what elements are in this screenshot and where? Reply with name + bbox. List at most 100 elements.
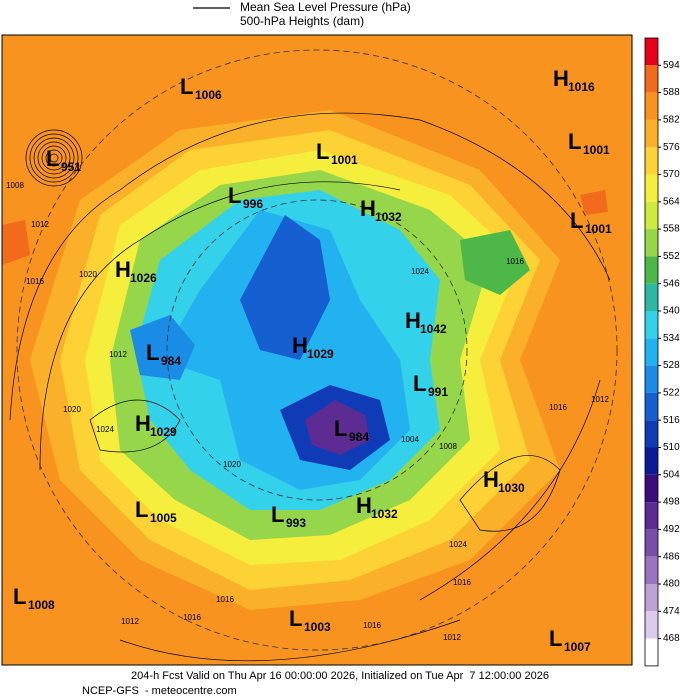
colorbar-tick-label: 528 [663, 360, 680, 371]
isobar [119, 619, 461, 662]
isobar [33, 137, 75, 179]
colorbar-tick-label: 588 [663, 87, 680, 98]
colorbar-cell [645, 119, 658, 148]
isobar-label: 1012 [109, 350, 127, 359]
center-letter: L [146, 340, 159, 365]
center-value: 1001 [583, 143, 610, 157]
isobar-label: 1012 [443, 633, 461, 642]
colorbar-tick-label: 522 [663, 388, 680, 399]
center-value: 1007 [564, 640, 591, 654]
colorbar-tick-label: 498 [663, 497, 680, 508]
isobar-label: 1020 [63, 405, 81, 414]
isobar-label: 1016 [549, 403, 567, 412]
center-letter: L [271, 502, 284, 527]
colorbar-tick-label: 534 [663, 333, 680, 344]
isobar-label: 1024 [449, 540, 467, 549]
isobar-label: 1008 [439, 442, 457, 451]
colorbar-tick-label: 474 [663, 606, 680, 617]
isobar [419, 379, 601, 601]
colorbar-tick-label: 516 [663, 415, 680, 426]
center-letter: L [13, 584, 26, 609]
isobar [45, 149, 63, 167]
isobar-label: 1020 [223, 460, 241, 469]
legend-line-label: Mean Sea Level Pressure (hPa) [240, 0, 411, 14]
center-letter: L [289, 606, 302, 631]
center-letter: L [549, 626, 562, 651]
height-fill [460, 230, 530, 295]
center-letter: L [413, 371, 426, 396]
latitude-circle [166, 199, 468, 501]
center-value: 1032 [375, 210, 402, 224]
colorbar-frame [644, 37, 659, 667]
colorbar-cell [645, 447, 658, 475]
isobar [89, 399, 181, 453]
colorbar-tick-label: 570 [663, 169, 680, 180]
center-value: 1029 [307, 347, 334, 361]
colorbar-tick-label: 510 [663, 442, 680, 453]
colorbar-cell [645, 338, 658, 366]
center-letter: L [180, 74, 193, 99]
center-letter: H [483, 467, 499, 492]
isobar [25, 129, 83, 187]
center-letter: H [356, 493, 372, 518]
colorbar-cell [645, 502, 658, 530]
center-value: 1026 [130, 271, 157, 285]
center-letter: H [135, 411, 151, 436]
center-letter: L [316, 139, 329, 164]
colorbar-cell [645, 174, 658, 202]
colorbar-tick-label: 468 [663, 633, 680, 644]
colorbar-cell [645, 201, 658, 230]
colorbar-tick-label: 552 [663, 251, 680, 262]
center-value: 1006 [195, 88, 222, 102]
colorbar-cell [645, 311, 658, 339]
center-letter: L [46, 146, 59, 171]
colorbar-cell [645, 474, 658, 503]
isobar-label: 1016 [216, 595, 234, 604]
colorbar-tick-label: 492 [663, 524, 680, 535]
center-value: 993 [286, 516, 306, 530]
colorbar-cell [645, 584, 658, 612]
center-value: 1003 [304, 620, 331, 634]
isobar-label: 1008 [6, 181, 24, 190]
isobar-label: 1016 [453, 578, 471, 587]
center-value: 1042 [420, 322, 447, 336]
center-letter: H [292, 333, 308, 358]
footer-line1: 204-h Fcst Valid on Thu Apr 16 00:00:00 … [131, 670, 549, 682]
colorbar-tick-label: 564 [663, 196, 680, 207]
isobar [459, 455, 561, 532]
isobar-label: 1024 [96, 425, 114, 434]
colorbar-cell [645, 611, 658, 639]
colorbar-tick-label: 582 [663, 115, 680, 126]
colorbar-cell [645, 420, 658, 448]
isobar-label: 1016 [363, 621, 381, 630]
map-frame [1, 34, 633, 666]
center-letter: L [568, 129, 581, 154]
colorbar-cell [645, 147, 658, 175]
legend-fill-label: 500-hPa Heights (dam) [240, 14, 364, 28]
height-fill [240, 215, 330, 360]
colorbar-tick-label: 546 [663, 278, 680, 289]
center-value: 1008 [28, 598, 55, 612]
isobar-label: 1016 [26, 277, 44, 286]
colorbar-cell [645, 65, 658, 93]
center-value: 1030 [498, 481, 525, 495]
isobar [29, 133, 79, 183]
isobar-label: 1016 [506, 257, 524, 266]
colorbar-tick-label: 540 [663, 306, 680, 317]
center-value: 1001 [331, 153, 358, 167]
isobar-label: 1004 [401, 435, 419, 444]
center-value: 951 [61, 160, 81, 174]
colorbar-cell [645, 229, 658, 257]
center-value: 996 [243, 197, 263, 211]
isobar-label: 1024 [411, 267, 429, 276]
colorbar-cell [645, 256, 658, 284]
footer-line2: NCEP-GFS - meteocentre.com [82, 685, 237, 697]
isobar [9, 112, 611, 421]
colorbar-cell [645, 38, 658, 66]
isobar [39, 181, 401, 471]
center-value: 1005 [150, 511, 177, 525]
height-fill [130, 315, 195, 380]
center-letter: H [553, 66, 569, 91]
colorbar-tick-label: 486 [663, 551, 680, 562]
isobar-label: 1012 [591, 395, 609, 404]
